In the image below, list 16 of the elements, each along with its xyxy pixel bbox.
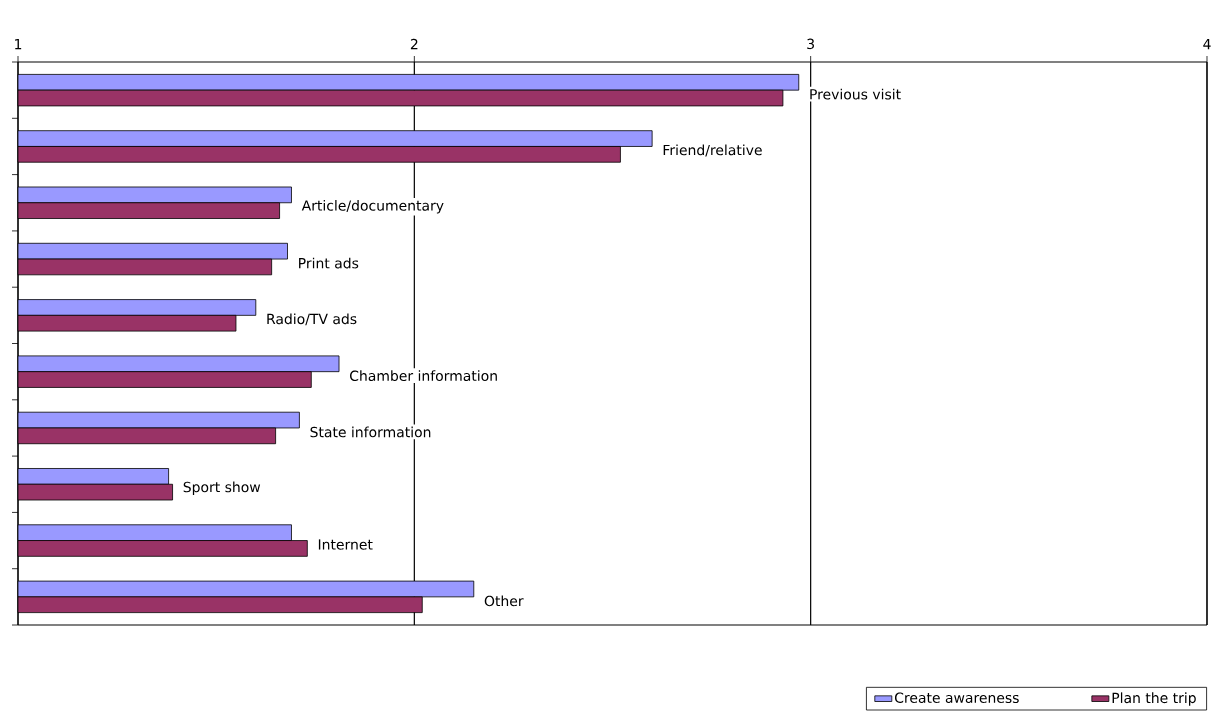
y-tick-label: Radio/TV ads	[267, 313, 357, 326]
y-tick-label: Sport show	[183, 481, 261, 496]
y-tick-label: Internet	[318, 539, 373, 550]
y-tick-label: Print ads	[299, 257, 359, 269]
legend-label: Plan the trip	[1112, 692, 1196, 706]
y-tick-label: Other	[484, 595, 524, 607]
x-tick-label: 4	[1203, 38, 1211, 50]
y-tick-label: Article/documentary	[301, 200, 444, 214]
y-tick-label: Chamber information	[350, 370, 497, 382]
x-tick-label: 2	[410, 38, 418, 50]
legend-label: Create awareness	[894, 692, 1019, 704]
y-tick-label: State information	[310, 426, 431, 438]
y-tick-label: Friend/relative	[663, 144, 762, 157]
y-tick-label: Previous visit	[810, 88, 901, 100]
x-tick-label: 1	[15, 38, 22, 50]
x-tick-label: 3	[807, 38, 814, 50]
